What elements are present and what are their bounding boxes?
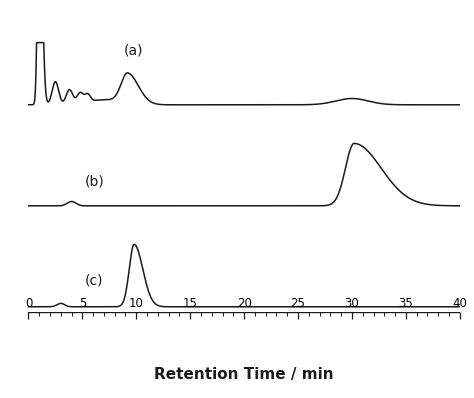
Text: (b): (b) <box>84 174 104 188</box>
Text: (a): (a) <box>123 43 143 57</box>
Text: Retention Time / min: Retention Time / min <box>155 367 334 382</box>
Text: (c): (c) <box>84 273 103 287</box>
